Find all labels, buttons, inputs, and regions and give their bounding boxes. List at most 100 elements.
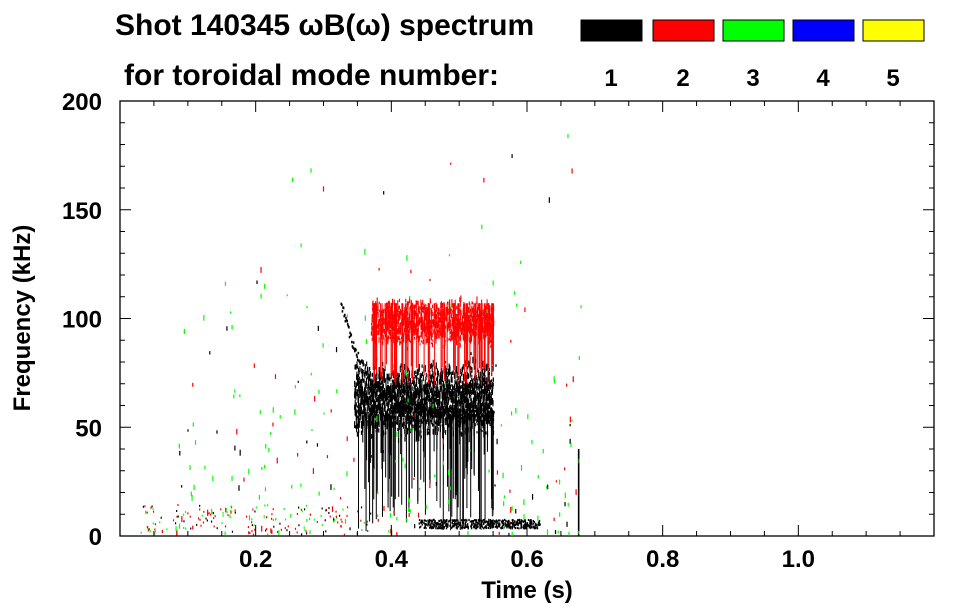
spectrum-point-mode-1	[524, 519, 526, 522]
spectrum-point-mode-3	[270, 432, 272, 436]
spectrum-point-mode-2	[438, 308, 440, 313]
spectrum-point-mode-2	[461, 321, 463, 326]
spectrum-point-mode-2	[455, 339, 458, 346]
spectrum-point-mode-1	[449, 366, 451, 371]
spectrum-point-mode-1	[418, 398, 420, 402]
spectrum-point-mode-1	[413, 397, 415, 404]
spectrum-streak-mode-1	[376, 415, 378, 494]
spectrum-point-mode-1	[427, 399, 430, 402]
spectrum-point-mode-2	[459, 301, 461, 307]
spectrum-point-mode-1	[482, 523, 485, 526]
spectrum-point-mode-1	[485, 390, 488, 395]
spectrum-point-mode-2	[459, 336, 461, 339]
spectrum-point-mode-2	[425, 304, 427, 310]
spectrum-point-mode-1	[366, 399, 368, 406]
spectrum-point-mode-1	[485, 398, 487, 405]
spectrum-point-mode-2	[446, 301, 449, 305]
spectrum-point-mode-1	[400, 385, 402, 389]
spectrum-streak-mode-1	[449, 415, 451, 449]
spectrum-point-mode-1	[463, 526, 465, 529]
spectrum-point-mode-1	[361, 424, 363, 429]
spectrum-point-mode-1	[477, 383, 479, 388]
spectrum-point-mode-1	[382, 387, 384, 394]
spectrum-streak-mode-1	[465, 415, 467, 469]
spectrum-point-mode-1	[411, 401, 413, 406]
spectrum-point-mode-2	[414, 331, 416, 334]
spectrum-streak-mode-1	[366, 415, 368, 461]
spectrum-point-mode-2	[392, 332, 394, 335]
spectrum-point-mode-1	[445, 389, 447, 396]
spectrum-streak-mode-1	[473, 415, 475, 436]
spectrum-point-mode-1	[363, 391, 366, 398]
spectrum-point-mode-1	[381, 405, 383, 411]
spectrum-point-mode-2	[377, 303, 379, 311]
spectrum-point-mode-1	[456, 527, 458, 530]
spectrum-point-mode-1	[471, 520, 473, 523]
spectrum-streak-mode-2	[477, 303, 479, 373]
spectrum-point-mode-2	[380, 330, 382, 334]
spectrum-point-mode-1	[368, 367, 370, 372]
spectrum-point-mode-1	[520, 526, 523, 529]
spectrum-point-mode-1	[466, 413, 468, 417]
spectrum-point-mode-1	[466, 393, 468, 400]
spectrum-point-mode-1	[421, 381, 423, 387]
spectrum-point-mode-1	[364, 372, 366, 378]
spectrum-streak-mode-2	[487, 303, 489, 386]
spectrum-point-mode-1	[471, 409, 474, 412]
spectrum-point-mode-1	[488, 394, 490, 401]
spectrum-point-mode-1	[389, 413, 391, 417]
spectrum-point-mode-1	[462, 519, 464, 522]
spectrum-point-mode-1	[419, 525, 422, 528]
spectrum-point-mode-1	[462, 408, 465, 414]
spectrum-point-mode-1	[466, 406, 468, 409]
spectrum-point-mode-1	[492, 377, 494, 381]
spectrum-point-mode-1	[399, 404, 401, 411]
spectrum-point-mode-2	[426, 312, 428, 315]
spectrum-point-mode-1	[515, 521, 517, 524]
spectrum-point-mode-1	[430, 414, 433, 417]
spectrum-point-mode-1	[391, 402, 394, 405]
spectrum-point-mode-2	[489, 306, 491, 313]
spectrum-streak-mode-1	[404, 415, 406, 436]
spectrum-point-mode-1	[389, 385, 391, 388]
spectrum-point-mode-1	[443, 393, 445, 400]
spectrum-point-mode-2	[445, 312, 447, 320]
spectrum-streak-mode-2	[492, 303, 494, 371]
spectrum-point-mode-1	[397, 397, 399, 405]
spectrum-point-mode-1	[481, 521, 483, 524]
spectrum-point-mode-1	[459, 385, 462, 389]
spectrum-point-mode-1	[378, 377, 381, 385]
spectrum-point-mode-2	[459, 323, 461, 329]
legend-swatch-mode-1	[580, 19, 643, 42]
spectrum-point-mode-2	[452, 322, 454, 330]
spectrum-point-mode-1	[363, 388, 366, 392]
spectrum-point-mode-2	[408, 333, 410, 340]
spectrum-point-mode-2	[387, 305, 389, 311]
spectrum-point-mode-1	[384, 392, 386, 399]
spectrum-point-mode-1	[426, 401, 428, 408]
spectrum-point-mode-1	[381, 411, 383, 416]
spectrum-point-mode-1	[357, 367, 360, 373]
spectrum-point-mode-1	[428, 409, 430, 413]
spectrum-point-mode-1	[446, 402, 448, 408]
spectrum-point-mode-1	[534, 525, 536, 528]
spectrum-point-mode-2	[442, 334, 444, 338]
spectrum-point-mode-2	[435, 314, 437, 321]
spectrum-point-mode-1	[492, 519, 494, 522]
spectrum-point-mode-2	[378, 301, 380, 305]
spectrum-point-mode-1	[485, 525, 487, 528]
spectrum-point-mode-1	[383, 191, 385, 195]
spectrum-point-mode-1	[371, 372, 373, 377]
spectrum-point-mode-1	[533, 527, 536, 530]
spectrum-point-mode-2	[486, 299, 488, 307]
spectrum-streak-mode-1	[414, 415, 416, 478]
spectrum-point-mode-1	[417, 402, 420, 407]
spectrum-point-mode-1	[424, 397, 426, 400]
spectrum-point-mode-1	[441, 386, 443, 392]
spectrum-point-mode-2	[430, 342, 432, 345]
spectrum-point-mode-1	[409, 410, 411, 414]
spectrum-point-mode-1	[381, 398, 383, 402]
spectrum-point-mode-1	[444, 396, 446, 401]
spectrum-point-mode-1	[481, 412, 483, 416]
